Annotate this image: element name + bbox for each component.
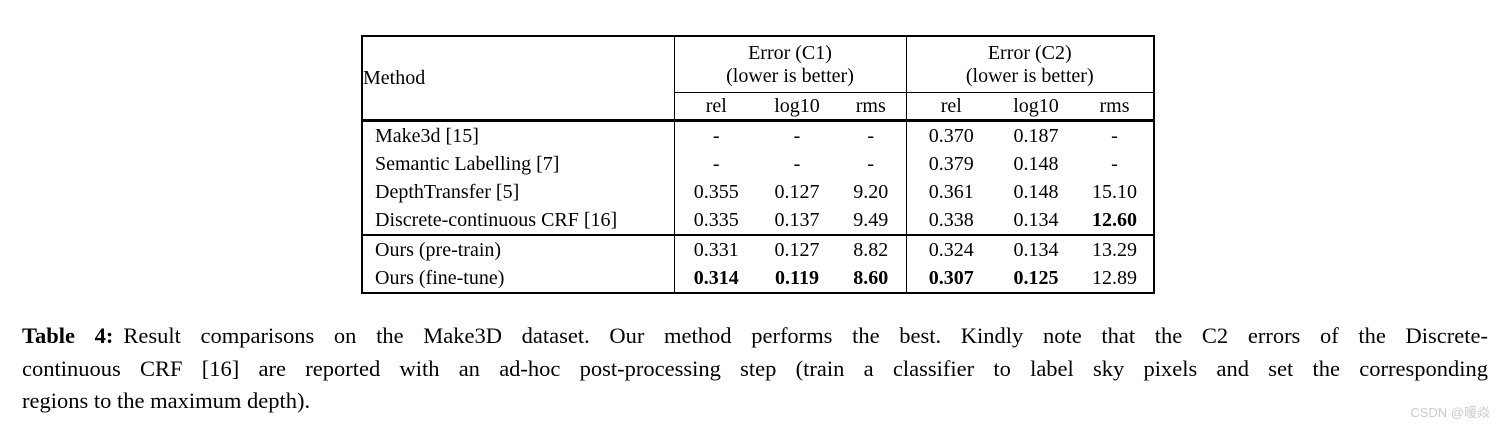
value-cell: -: [867, 124, 875, 147]
value-cell: -: [867, 152, 875, 175]
value-cell: -: [793, 124, 801, 147]
caption-line-3: regions to the maximum depth).: [22, 385, 1488, 418]
error-c2-title: Error (C2): [987, 41, 1072, 64]
method-column-header: Method: [362, 36, 674, 122]
col-header-c2-rms: rms: [1076, 92, 1155, 122]
value-cell: 9.20: [853, 180, 889, 203]
table-row-depthtransfer: DepthTransfer [5] 0.355 0.127 9.20 0.361…: [362, 178, 1154, 206]
caption-text-2: continuous CRF [16] are reported with an…: [22, 355, 1488, 381]
error-c1-group-header: Error (C1) (lower is better): [673, 36, 907, 93]
value-cell: 0.148: [1013, 152, 1059, 175]
table-row-make3d: Make3d [15] - - - 0.370 0.187 -: [362, 120, 1154, 150]
value-cell: 0.331: [673, 235, 758, 264]
table-header-row-metrics: rel log10 rms rel log10 rms: [362, 92, 1155, 122]
value-cell: 0.338: [905, 206, 997, 236]
value-cell: -: [1111, 124, 1118, 147]
table-row-semantic-labelling: Semantic Labelling [7] - - - 0.379 0.148…: [362, 150, 1154, 178]
error-c1-title: Error (C1): [748, 41, 832, 64]
method-cell: Semantic Labelling [7]: [375, 152, 560, 175]
table-header-row-groups: Method Error (C1) (lower is better) Erro…: [362, 36, 1155, 122]
table-row-ours-pretrain: Ours (pre-train) 0.331 0.127 8.82 0.324 …: [362, 235, 1154, 264]
value-cell: 0.370: [905, 120, 997, 150]
col-header-c2-rel: rel: [905, 92, 997, 122]
caption-label: Table 4:: [22, 323, 114, 348]
error-c2-group-header: Error (C2) (lower is better): [905, 36, 1155, 93]
value-cell: 9.49: [836, 206, 907, 236]
value-cell: -: [793, 152, 801, 175]
value-cell: -: [1111, 152, 1118, 175]
caption-text-3: regions to the maximum depth).: [22, 388, 311, 413]
table-row-ours-finetune: Ours (fine-tune) 0.314 0.119 8.60 0.307 …: [362, 264, 1154, 293]
value-cell: 0.127: [774, 180, 820, 203]
value-cell: 0.355: [673, 178, 758, 206]
error-c2-subtitle: (lower is better): [965, 64, 1094, 87]
method-cell: Ours (pre-train): [375, 238, 502, 261]
col-header-c1-log10: log10: [758, 92, 836, 122]
value-cell: 0.127: [774, 238, 820, 261]
value-cell: 0.134: [1013, 238, 1059, 261]
caption-text-1: Result comparisons on the Make3D dataset…: [123, 323, 1488, 348]
col-header-c1-rms: rms: [836, 92, 907, 122]
value-cell-best: 0.314: [673, 264, 758, 293]
error-c1-subtitle: (lower is better): [726, 64, 854, 87]
caption-line-2: continuous CRF [16] are reported with an…: [22, 353, 1488, 386]
table-row-discrete-continuous-crf: Discrete-continuous CRF [16] 0.335 0.137…: [362, 206, 1155, 236]
caption-line-1: Table 4: Result comparisons on the Make3D…: [22, 320, 1488, 353]
method-cell: DepthTransfer [5]: [375, 180, 520, 203]
value-cell-best: 0.119: [775, 266, 819, 289]
results-table: Method Error (C1) (lower is better) Erro…: [361, 35, 1156, 294]
method-cell: Ours (fine-tune): [375, 266, 505, 289]
value-cell: 15.10: [1092, 180, 1138, 203]
value-cell: 0.335: [673, 206, 758, 236]
method-cell: Make3d [15]: [375, 124, 479, 147]
value-cell: -: [673, 150, 758, 178]
value-cell: 0.134: [996, 206, 1077, 236]
value-cell: 0.148: [1013, 180, 1059, 203]
value-cell-best: 12.60: [1076, 206, 1155, 236]
value-cell: 13.29: [1092, 238, 1138, 261]
results-table-container: Method Error (C1) (lower is better) Erro…: [361, 35, 1156, 294]
col-header-c2-log10: log10: [996, 92, 1077, 122]
table-caption: Table 4: Result comparisons on the Make3D…: [22, 320, 1488, 418]
value-cell: 8.82: [853, 238, 889, 261]
value-cell-best: 0.307: [905, 264, 997, 293]
col-header-c1-rel: rel: [673, 92, 758, 122]
value-cell: 0.361: [905, 178, 997, 206]
value-cell-best: 0.125: [1013, 266, 1059, 289]
value-cell: 0.379: [905, 150, 997, 178]
csdn-watermark: CSDN @暖焱: [1410, 405, 1490, 420]
method-cell: Discrete-continuous CRF [16]: [362, 206, 674, 236]
value-cell-best: 8.60: [853, 266, 889, 289]
value-cell: 0.187: [1013, 124, 1059, 147]
value-cell: -: [673, 120, 758, 150]
value-cell: 0.324: [905, 235, 997, 264]
value-cell: 0.137: [758, 206, 836, 236]
value-cell: 12.89: [1092, 266, 1138, 289]
